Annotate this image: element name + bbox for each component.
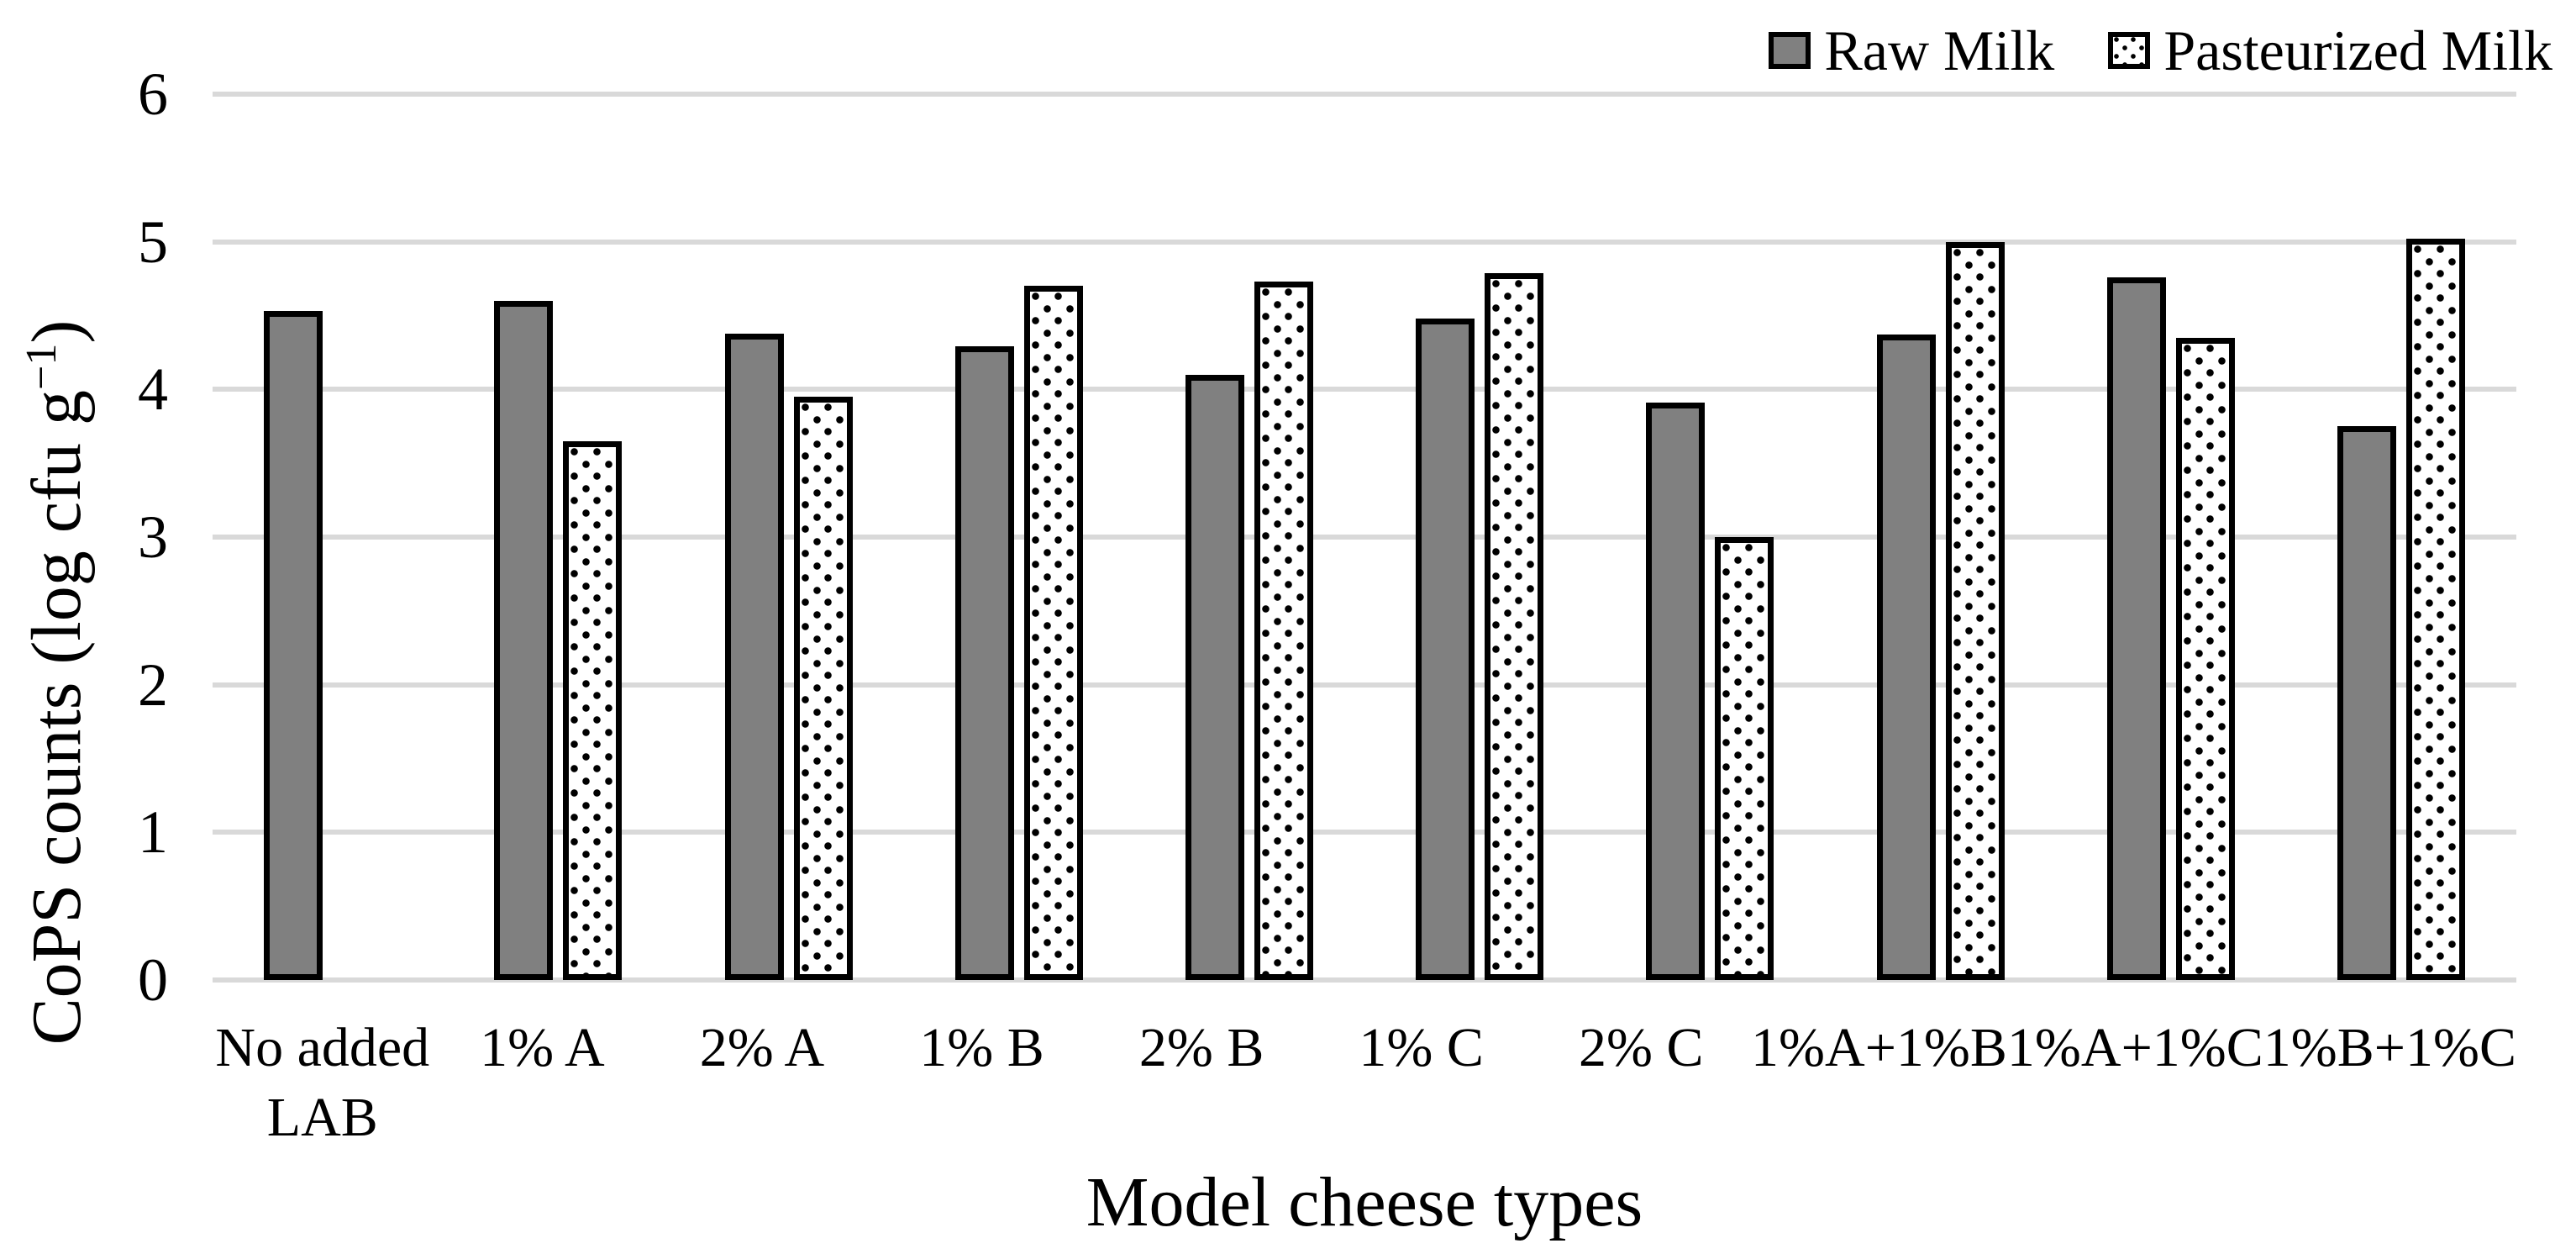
bar-groups	[213, 94, 2516, 980]
y-axis-title-text: CoPS counts (log cfu g	[18, 390, 96, 1046]
bar-pasteurized-2-c	[1715, 537, 1774, 980]
raw-milk-swatch-icon	[1769, 32, 1811, 69]
x-label-3: 2% A	[699, 1017, 825, 1078]
bar-raw-1-a-1-c	[2106, 277, 2166, 980]
x-label-4: 1% B	[919, 1017, 1044, 1078]
gridline-y-0	[213, 977, 2516, 983]
bar-raw-no-added-lab	[264, 311, 323, 980]
bar-pasteurized-2-a	[793, 397, 853, 980]
y-tick-label-2: 2	[138, 651, 168, 719]
bar-pasteurized-2-b	[1254, 282, 1313, 980]
bar-raw-2-b	[1185, 374, 1244, 980]
y-axis-title-close: )	[18, 319, 96, 344]
x-axis-category-labels: No added LAB 1% A 2% A 1% B 2% B 1% C 2% C 1%A+…	[213, 1014, 2516, 1152]
bar-raw-2-c	[1646, 403, 1706, 980]
gridline-y-3	[213, 535, 2516, 540]
y-tick-label-0: 0	[138, 946, 168, 1014]
gridline-y-1	[213, 830, 2516, 835]
pasteurized-milk-swatch-icon	[2108, 32, 2151, 69]
bar-pasteurized-1-b	[1023, 286, 1083, 980]
bar-raw-1-a-1-b	[1876, 335, 1936, 980]
legend: Raw Milk Pasteurized Milk	[1769, 22, 2552, 79]
x-label-2: 1% A	[480, 1017, 605, 1078]
bar-group-2	[443, 94, 673, 980]
bar-raw-1-b	[954, 346, 1014, 980]
legend-item-raw-milk: Raw Milk	[1769, 22, 2054, 79]
bar-raw-1-b-1-c	[2337, 426, 2396, 980]
bar-pasteurized-1-a-1-b	[1945, 241, 2005, 980]
gridline-y-4	[213, 387, 2516, 393]
x-label-1: No added LAB	[215, 1017, 430, 1148]
bar-group-3	[673, 94, 903, 980]
y-tick-label-5: 5	[138, 208, 168, 276]
bar-group-5	[1134, 94, 1364, 980]
gridline-y-5	[213, 239, 2516, 245]
gridline-y-2	[213, 682, 2516, 688]
x-label-6: 1% C	[1359, 1017, 1484, 1078]
bar-group-7	[1595, 94, 1825, 980]
bar-group-1	[213, 94, 443, 980]
bar-group-8	[1825, 94, 2055, 980]
bar-pasteurized-1-a-1-c	[2175, 337, 2235, 980]
bar-pasteurized-1-c	[1485, 272, 1544, 980]
bar-raw-1-a	[494, 300, 554, 980]
bar-pasteurized-1-b-1-c	[2405, 239, 2465, 980]
x-label-10: 1%B+1%C	[2263, 1017, 2517, 1078]
bar-group-10	[2286, 94, 2516, 980]
y-tick-label-3: 3	[138, 503, 168, 571]
bar-group-4	[904, 94, 1134, 980]
x-label-9: 1%A+1%C	[2006, 1017, 2263, 1078]
bar-group-6	[1364, 94, 1595, 980]
y-tick-label-4: 4	[138, 356, 168, 424]
bar-group-9	[2056, 94, 2286, 980]
x-label-5: 2% B	[1138, 1017, 1264, 1078]
bar-raw-2-a	[724, 333, 784, 980]
legend-item-pasteurized-milk: Pasteurized Milk	[2108, 22, 2552, 79]
x-label-8: 1%A+1%B	[1751, 1017, 2007, 1078]
x-label-7: 2% C	[1579, 1017, 1704, 1078]
y-tick-label-6: 6	[138, 61, 168, 128]
bar-pasteurized-1-a	[563, 440, 623, 980]
legend-label-raw-milk: Raw Milk	[1824, 18, 2055, 82]
y-tick-label-1: 1	[138, 798, 168, 867]
bar-raw-1-c	[1416, 319, 1475, 980]
gridline-y-6	[213, 92, 2516, 97]
x-axis-title: Model cheese types	[1086, 1163, 1643, 1241]
legend-label-pasteurized-milk: Pasteurized Milk	[2163, 18, 2552, 82]
plot-area	[213, 92, 2516, 983]
